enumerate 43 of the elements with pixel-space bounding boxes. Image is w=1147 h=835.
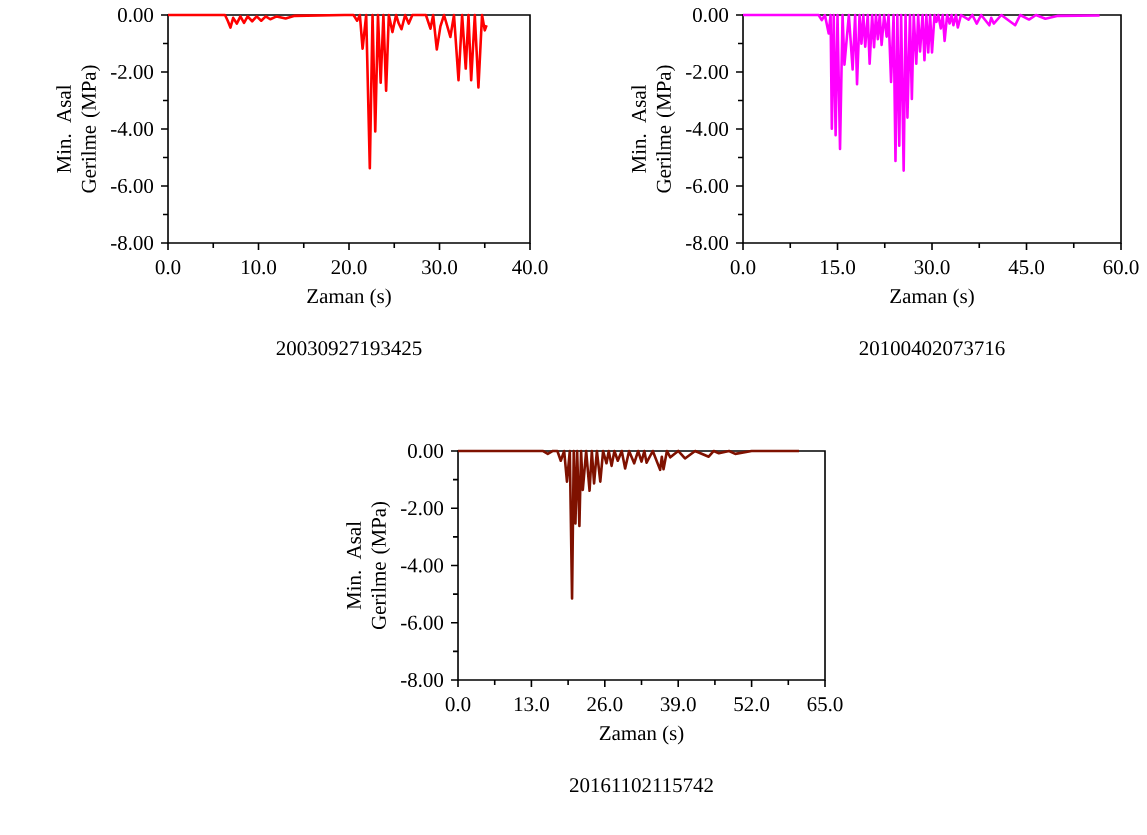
x-tick-label: 0.0 (445, 697, 471, 712)
x-tick-label: 20.0 (331, 260, 367, 275)
x-tick-label: 39.0 (660, 697, 696, 712)
text: 20030927193425 (276, 341, 422, 356)
x-tick-label: 40.0 (512, 260, 548, 275)
x-tick-label: 45.0 (1008, 260, 1045, 275)
x-tick-label: 26.0 (587, 697, 623, 712)
x-tick-label: 30.0 (422, 260, 458, 275)
y-tick-label: -8.00 (686, 235, 729, 251)
y-tick-label: -2.00 (111, 64, 154, 80)
y-tick-label: -4.00 (111, 121, 154, 137)
x-tick-label: 0.0 (730, 260, 756, 275)
y-tick-label: -2.00 (686, 64, 729, 80)
line-series (741, 13, 1101, 172)
text: 20100402073716 (859, 341, 1005, 356)
y-tick-label: 0.00 (118, 7, 154, 23)
y-tick-label: -6.00 (686, 178, 729, 194)
text: 20161102115742 (569, 778, 713, 793)
line-series (166, 13, 488, 170)
y-tick-label: -6.00 (401, 615, 444, 630)
x-axis-title: Zaman (s) (890, 288, 974, 308)
y-tick-label: 0.00 (693, 7, 729, 23)
x-tick-label: 65.0 (807, 697, 843, 712)
y-tick-label: -8.00 (401, 672, 444, 688)
y-tick-label: -2.00 (401, 501, 444, 516)
y-tick-label: -4.00 (686, 121, 729, 137)
x-tick-label: 30.0 (914, 260, 950, 275)
x-tick-label: 52.0 (734, 697, 770, 712)
y-axis-title: Min. Asal Gerilme (MPa) (346, 501, 391, 630)
x-tick-label: 13.0 (514, 697, 549, 712)
x-tick-label: 10.0 (242, 260, 277, 275)
y-tick-label: -6.00 (111, 178, 154, 194)
x-tick-label: 60.0 (1103, 260, 1139, 275)
y-axis-title: Min. Asal Gerilme (MPa) (56, 65, 101, 193)
y-tick-label: -4.00 (401, 558, 444, 573)
y-tick-label: 0.00 (408, 443, 444, 459)
x-tick-label: 15.0 (821, 260, 856, 275)
y-tick-label: -8.00 (111, 235, 154, 251)
y-axis-title: Min. Asal Gerilme (MPa) (631, 65, 676, 193)
line-series (456, 449, 801, 600)
x-axis-title: Zaman (s) (307, 288, 391, 308)
x-tick-label: 0.0 (155, 260, 181, 275)
x-axis-title: Zaman (s) (599, 725, 684, 745)
